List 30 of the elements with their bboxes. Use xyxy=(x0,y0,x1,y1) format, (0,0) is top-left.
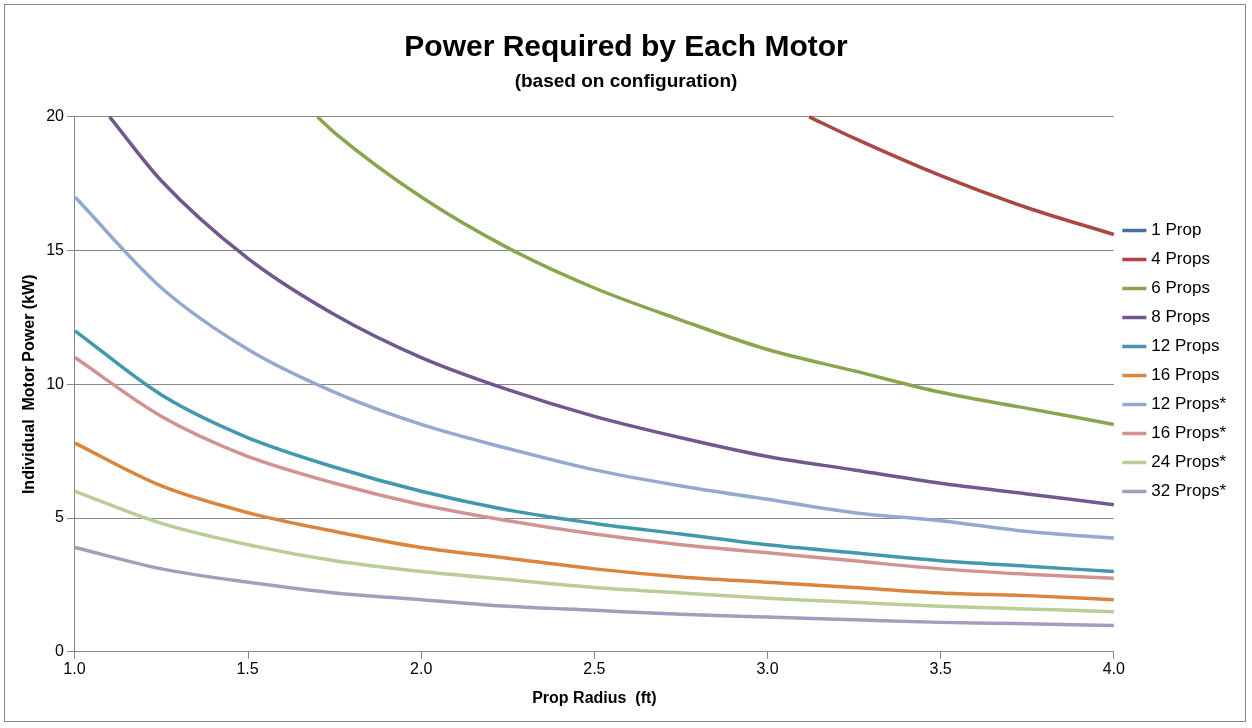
line-series xyxy=(107,115,1116,507)
legend-label: 12 Props* xyxy=(1151,394,1227,414)
chart-title: Power Required by Each Motor xyxy=(404,29,849,63)
line-series xyxy=(73,545,1116,628)
legend-label: 16 Props xyxy=(1151,365,1220,385)
legend-label: 1 Prop xyxy=(1151,220,1202,240)
line-series xyxy=(315,115,1116,427)
legend-label: 32 Props* xyxy=(1151,481,1227,501)
x-tick-label: 1.5 xyxy=(236,660,259,678)
y-tick-label: 20 xyxy=(46,107,65,125)
y-tick-label: 5 xyxy=(55,508,65,526)
legend-label: 12 Props xyxy=(1151,336,1220,356)
x-tick-label: 3.0 xyxy=(756,660,779,678)
legend-label: 6 Props xyxy=(1151,278,1210,298)
legend-label: 4 Props xyxy=(1151,249,1210,269)
x-tick-label: 1.0 xyxy=(63,660,86,678)
y-tick-label: 10 xyxy=(46,374,65,392)
y-tick-label: 0 xyxy=(55,642,65,660)
legend-label: 8 Props xyxy=(1151,307,1210,327)
legend-label: 16 Props* xyxy=(1151,423,1227,443)
line-series xyxy=(807,115,1116,237)
y-tick-label: 15 xyxy=(46,240,65,258)
y-axis-title: Individual Motor Power (kW) xyxy=(20,274,38,495)
x-tick-label: 4.0 xyxy=(1102,660,1126,678)
chart-subtitle: (based on configuration) xyxy=(514,69,738,91)
x-tick-label: 2.0 xyxy=(410,660,433,678)
legend-label: 24 Props* xyxy=(1151,452,1227,472)
x-axis-title: Prop Radius (ft) xyxy=(532,688,657,706)
x-tick-label: 3.5 xyxy=(929,660,952,678)
x-tick-label: 2.5 xyxy=(583,660,606,678)
